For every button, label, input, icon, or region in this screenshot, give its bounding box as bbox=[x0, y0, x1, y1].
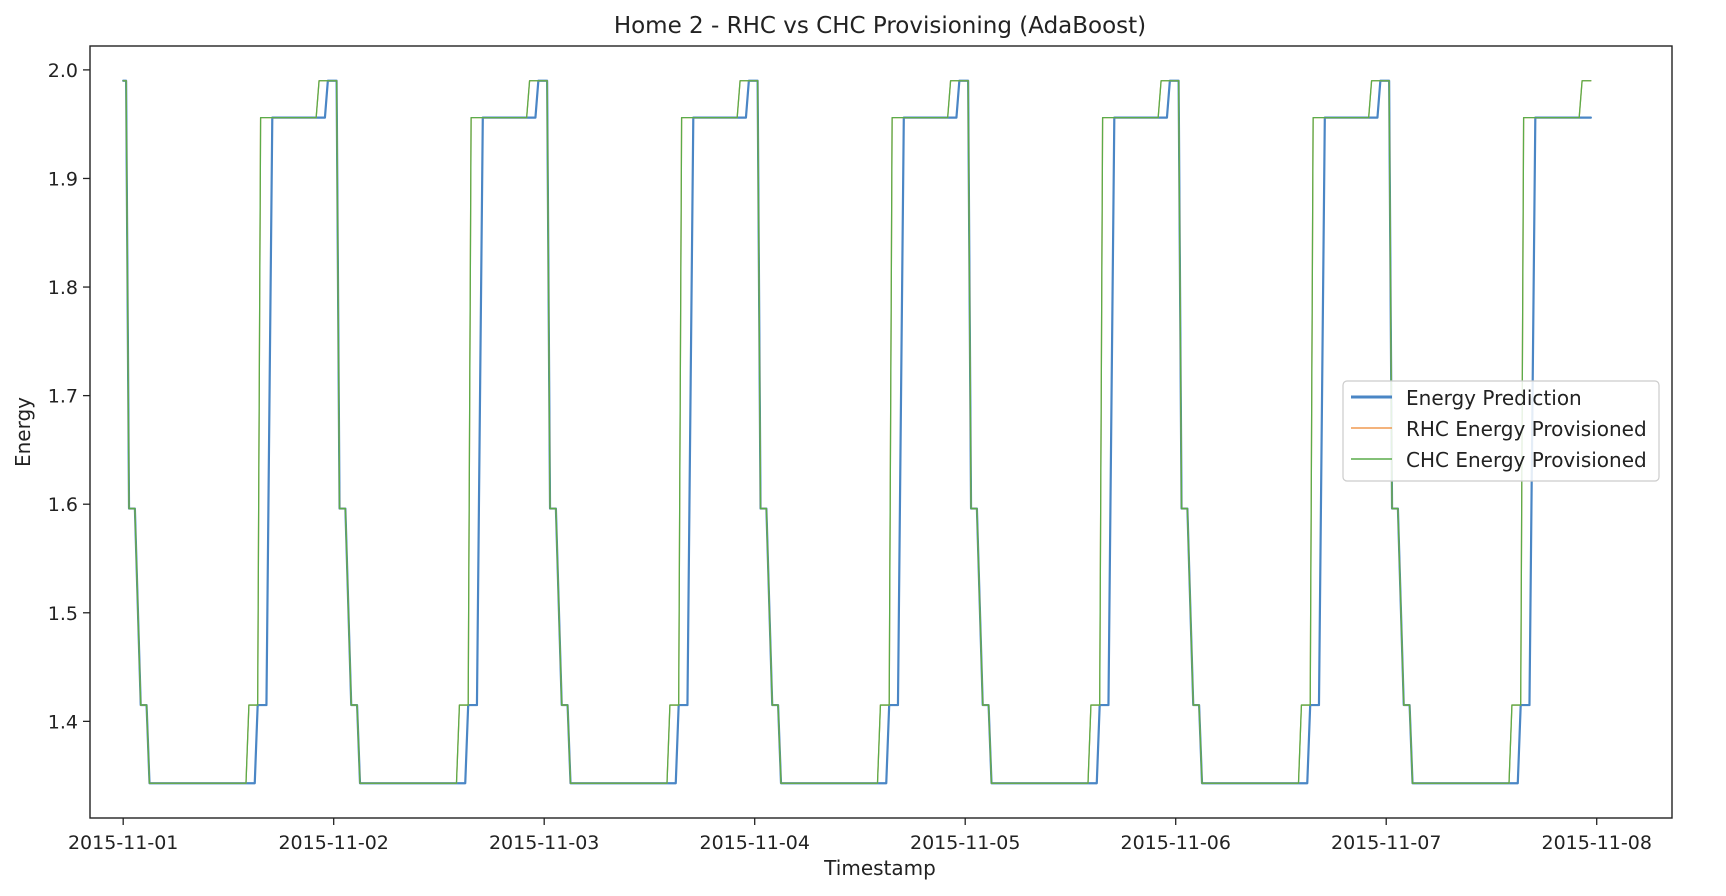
y-tick-label: 1.7 bbox=[48, 386, 78, 408]
plot-frame bbox=[89, 45, 1673, 819]
x-tick-label: 2015-11-02 bbox=[278, 832, 388, 854]
y-tick-label: 1.5 bbox=[48, 603, 78, 625]
legend-entry: Energy Prediction bbox=[1351, 386, 1582, 410]
x-tick-label: 2015-11-06 bbox=[1120, 832, 1230, 854]
y-tick-label: 1.6 bbox=[48, 494, 78, 516]
x-tick-label: 2015-11-08 bbox=[1542, 832, 1652, 854]
y-tick-label: 1.8 bbox=[48, 277, 78, 299]
y-tick-label: 1.9 bbox=[48, 168, 78, 190]
legend-label: RHC Energy Provisioned bbox=[1406, 417, 1647, 441]
x-tick-label: 2015-11-07 bbox=[1331, 832, 1441, 854]
x-tick-label: 2015-11-01 bbox=[68, 832, 178, 854]
legend-label: CHC Energy Provisioned bbox=[1406, 448, 1647, 472]
y-tick-label: 2.0 bbox=[48, 60, 78, 82]
legend: Energy Prediction RHC Energy Provisioned… bbox=[1342, 380, 1660, 482]
x-axis-ticks: 2015-11-01 2015-11-02 2015-11-03 2015-11-04… bbox=[68, 818, 1652, 854]
y-axis-ticks: 1.4 1.5 1.6 1.7 1.8 1.9 2.0 bbox=[48, 60, 90, 733]
y-tick-label: 1.4 bbox=[48, 711, 78, 733]
x-tick-label: 2015-11-03 bbox=[489, 832, 599, 854]
legend-box bbox=[1342, 380, 1660, 482]
series-line-chc-energy-provisioned bbox=[122, 80, 1592, 784]
legend-entry: RHC Energy Provisioned bbox=[1351, 417, 1647, 441]
x-tick-label: 2015-11-04 bbox=[699, 832, 809, 854]
chart-title: Home 2 - RHC vs CHC Provisioning (AdaBoo… bbox=[614, 13, 1146, 39]
x-axis-label: Timestamp bbox=[823, 856, 936, 880]
legend-label: Energy Prediction bbox=[1406, 386, 1582, 410]
y-axis-label: Energy bbox=[11, 397, 35, 467]
plot-lines bbox=[122, 79, 1592, 785]
legend-entry: CHC Energy Provisioned bbox=[1351, 448, 1647, 472]
x-tick-label: 2015-11-05 bbox=[910, 832, 1020, 854]
